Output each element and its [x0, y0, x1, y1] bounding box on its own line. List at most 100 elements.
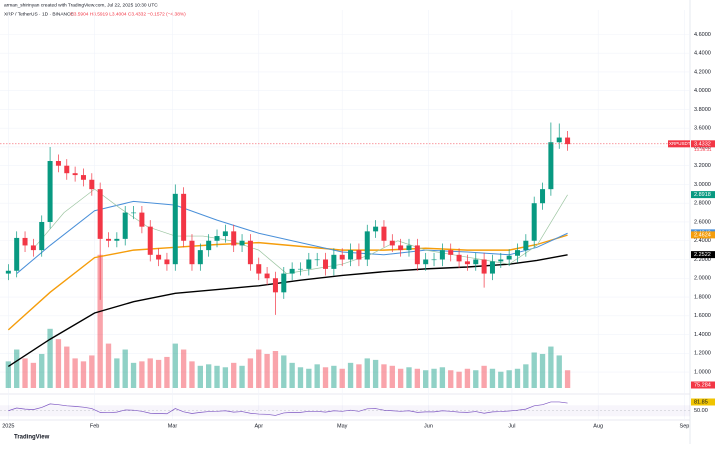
volume-bar — [439, 367, 446, 388]
y-tick-label: 1.4000 — [694, 332, 711, 338]
volume-bar — [464, 368, 471, 388]
price-tag — [691, 251, 715, 259]
volume-bar — [423, 370, 429, 388]
volume-bar — [514, 368, 521, 388]
symbol-tag-box — [668, 140, 690, 148]
candle-body — [348, 250, 354, 260]
volume-bar — [539, 353, 546, 388]
candle-body — [281, 273, 287, 293]
price-tag-label: 2.2522 — [694, 252, 711, 258]
candle-body — [106, 238, 112, 241]
candle-body — [331, 254, 337, 269]
volume-bar — [389, 365, 395, 388]
candle-body — [373, 226, 379, 232]
candle-body — [556, 137, 562, 143]
candle-body — [439, 250, 445, 260]
rsi-tag: 81.85 — [694, 399, 708, 405]
volume-bar — [214, 365, 220, 388]
moving-average — [16, 200, 568, 274]
volume-bar — [272, 351, 279, 388]
volume-bar — [222, 367, 229, 388]
candle-body — [147, 226, 153, 255]
volume-bar — [297, 367, 304, 388]
volume-bar — [289, 362, 295, 388]
candle-body — [264, 273, 270, 279]
volume-bar — [122, 349, 128, 388]
price-tag — [691, 140, 715, 148]
candle-body — [156, 254, 162, 260]
moving-average — [7, 254, 568, 368]
y-tick-label: 2.8000 — [694, 201, 711, 207]
rsi-tag-box — [691, 398, 715, 406]
candle-body — [14, 237, 20, 271]
volume-bar — [414, 368, 421, 388]
y-tick-label: 3.8000 — [694, 107, 711, 113]
volume-bar — [147, 358, 153, 388]
y-tick-label: 2.6000 — [694, 219, 711, 225]
volume-bar — [130, 362, 137, 388]
volume-bar — [30, 362, 37, 388]
candle-body — [498, 259, 504, 262]
candle-body — [222, 231, 228, 237]
price-tag — [691, 231, 715, 239]
volume-bar — [205, 364, 212, 388]
volume-bar — [105, 343, 112, 388]
volume-bar — [72, 358, 78, 388]
candle-body — [22, 237, 28, 246]
y-tick-label: 1.8000 — [694, 294, 711, 300]
candle-body — [122, 212, 128, 239]
candle-body — [473, 259, 479, 265]
volume-bar — [397, 368, 404, 388]
volume-bar — [347, 362, 354, 388]
volume-bar — [523, 364, 529, 388]
candle-body — [364, 231, 370, 260]
volume-bar — [256, 349, 262, 388]
x-tick-label: Aug — [593, 423, 603, 429]
y-tick-label: 2.4000 — [694, 238, 711, 244]
volume-bar — [448, 370, 454, 388]
countdown: 13:29:31 — [694, 147, 712, 152]
candle-body — [64, 165, 70, 174]
volume-bar — [356, 364, 362, 388]
candle-body — [431, 259, 437, 261]
candle-body — [523, 240, 529, 251]
candle-body — [172, 193, 178, 265]
symbol-tag: XRPUSDT — [669, 141, 691, 146]
volume-bar — [531, 352, 537, 388]
volume-tag: 75.284 — [694, 382, 711, 388]
volume-bar — [47, 328, 53, 388]
volume-bar — [314, 364, 320, 388]
ohlc-readout: O3.5904 H3.5919 L3.4004 C3.4332 −0.1572 … — [70, 11, 186, 17]
volume-bar — [197, 365, 203, 388]
volume-bar — [264, 353, 270, 388]
x-tick-label: Sep — [680, 423, 690, 429]
volume-bar — [322, 367, 329, 388]
candle-body — [181, 193, 187, 241]
candle-body — [565, 137, 571, 145]
volume-bar — [331, 365, 337, 388]
volume-bar — [489, 368, 496, 388]
candle-body — [356, 250, 362, 260]
candle-body — [297, 268, 303, 270]
candle-body — [406, 245, 412, 251]
y-tick-label: 3.0000 — [694, 182, 711, 188]
x-tick-label: Mar — [168, 423, 178, 429]
y-tick-label: 1.0000 — [694, 370, 711, 376]
volume-bar — [89, 355, 95, 388]
y-tick-label: 4.0000 — [694, 88, 711, 94]
chart-title: XRP / TetherUS · 1D · BINANCE — [4, 11, 74, 17]
volume-bar — [548, 346, 554, 388]
volume-bar — [339, 368, 345, 388]
y-tick-label: 1.2000 — [694, 351, 711, 357]
volume-bar — [64, 346, 70, 388]
volume-bar — [556, 355, 562, 388]
price-tag-label: 2.4624 — [694, 232, 711, 238]
candle-body — [464, 261, 470, 265]
volume-bar — [114, 358, 120, 388]
volume-bar — [481, 365, 487, 388]
volume-bar — [372, 359, 379, 388]
x-tick-label: Jun — [424, 423, 433, 429]
candle-body — [514, 250, 521, 256]
candle-body — [206, 240, 212, 251]
y-tick-label: 3.4000 — [694, 144, 711, 150]
